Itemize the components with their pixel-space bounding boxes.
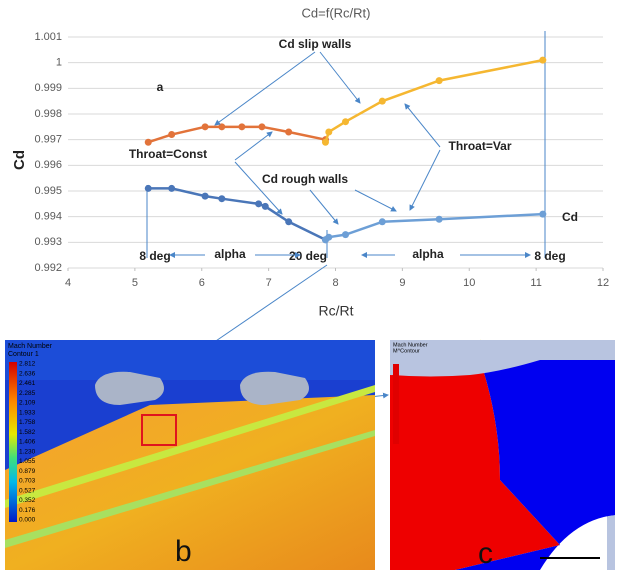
data-point (379, 218, 386, 225)
y-tick-label: 0.996 (34, 159, 62, 171)
legend-value: 2.812 (19, 361, 36, 368)
data-point (218, 123, 225, 130)
data-point (539, 211, 546, 218)
data-point (168, 185, 175, 192)
legend-value: 1.055 (19, 458, 36, 465)
data-point (436, 77, 443, 84)
annotation: alpha (214, 247, 246, 261)
panel-label: b (175, 535, 192, 568)
legend-value: 0.527 (19, 487, 36, 494)
annotation: 20 deg (289, 249, 327, 263)
x-axis-label: Rc/Rt (319, 303, 354, 319)
legend-value: 1.758 (19, 419, 36, 426)
plot: 0.992 0.993 0.994 0.995 0.996 0.997 0.998 0.999… (34, 31, 609, 289)
page: Cd=f(Rc/Rt) Rc/Rt Cd 0.9920.9930.9940.99… (0, 0, 619, 574)
panel-label: c (478, 537, 493, 570)
chart-title: Cd=f(Rc/Rt) (302, 5, 371, 20)
legend-value: 2.636 (19, 370, 36, 377)
data-point (539, 57, 546, 64)
panel-c: Mach Number M^Contour c (390, 340, 615, 570)
annotation: Cd rough walls (262, 172, 348, 186)
series-line (148, 188, 325, 239)
legend-value: 2.461 (19, 380, 36, 387)
data-point (322, 139, 329, 146)
data-point (145, 139, 152, 146)
data-point (202, 193, 209, 200)
annotation: alpha (412, 247, 444, 261)
legend-value: 2.285 (19, 390, 36, 397)
x-tick-label: 11 (530, 277, 541, 289)
y-tick-label: 0.993 (34, 236, 62, 248)
y-tick-label: 0.994 (34, 211, 62, 223)
annotation: 8 deg (139, 249, 170, 263)
y-tick-label: 0.998 (34, 108, 62, 120)
data-point (325, 128, 332, 135)
annotation: 8 deg (534, 249, 565, 263)
legend-value: 1.230 (19, 448, 36, 455)
y-axis-label: Cd (11, 150, 28, 170)
legend-value: 0.352 (19, 497, 36, 504)
legend-value: 0.703 (19, 478, 36, 485)
x-tick-label: 5 (132, 277, 138, 289)
data-point (168, 131, 175, 138)
legend-subtitle: M^Contour (393, 348, 420, 354)
data-point (258, 123, 265, 130)
figure: Cd=f(Rc/Rt) Rc/Rt Cd 0.9920.9930.9940.99… (0, 0, 619, 574)
series-line (325, 214, 542, 240)
data-point (262, 203, 269, 210)
legend-subtitle: Contour 1 (8, 351, 39, 358)
panel-b: Mach Number Contour 1 2.812 2.636 2.461 2.2… (5, 340, 375, 570)
data-point (285, 128, 292, 135)
y-tick-label: 0.999 (34, 82, 62, 94)
x-tick-label: 6 (199, 277, 205, 289)
data-point (218, 195, 225, 202)
data-point (238, 123, 245, 130)
x-tick-label: 7 (266, 277, 272, 289)
data-point (342, 118, 349, 125)
legend-value: 2.109 (19, 400, 36, 407)
legend-value: 1.933 (19, 409, 36, 416)
y-tick-label: 0.995 (34, 185, 62, 197)
data-point (342, 231, 349, 238)
data-point (202, 123, 209, 130)
legend-title: Mach Number (8, 343, 53, 350)
data-point (379, 98, 386, 105)
x-tick-label: 8 (332, 277, 338, 289)
annotation: Throat=Const (129, 147, 207, 161)
legend-value: 0.000 (19, 517, 36, 524)
y-tick-label: 1 (56, 57, 62, 69)
legend-value: 0.879 (19, 468, 36, 475)
annotation: Cd (562, 210, 578, 224)
data-point (436, 216, 443, 223)
data-point (145, 185, 152, 192)
legend-value: 0.176 (19, 507, 36, 514)
annotation: a (157, 80, 164, 94)
x-tick-label: 9 (399, 277, 405, 289)
legend-value: 1.406 (19, 439, 36, 446)
x-tick-label: 4 (65, 277, 71, 289)
y-tick-label: 0.997 (34, 134, 62, 146)
y-tick-label: 0.992 (34, 262, 62, 274)
annotation: Cd slip walls (279, 37, 352, 51)
x-tick-label: 12 (597, 277, 609, 289)
data-point (255, 200, 262, 207)
data-point (285, 218, 292, 225)
x-tick-label: 10 (463, 277, 475, 289)
annotation: Throat=Var (448, 139, 511, 153)
y-tick-label: 1.001 (34, 31, 62, 43)
legend-value: 1.582 (19, 429, 36, 436)
data-point (325, 234, 332, 241)
